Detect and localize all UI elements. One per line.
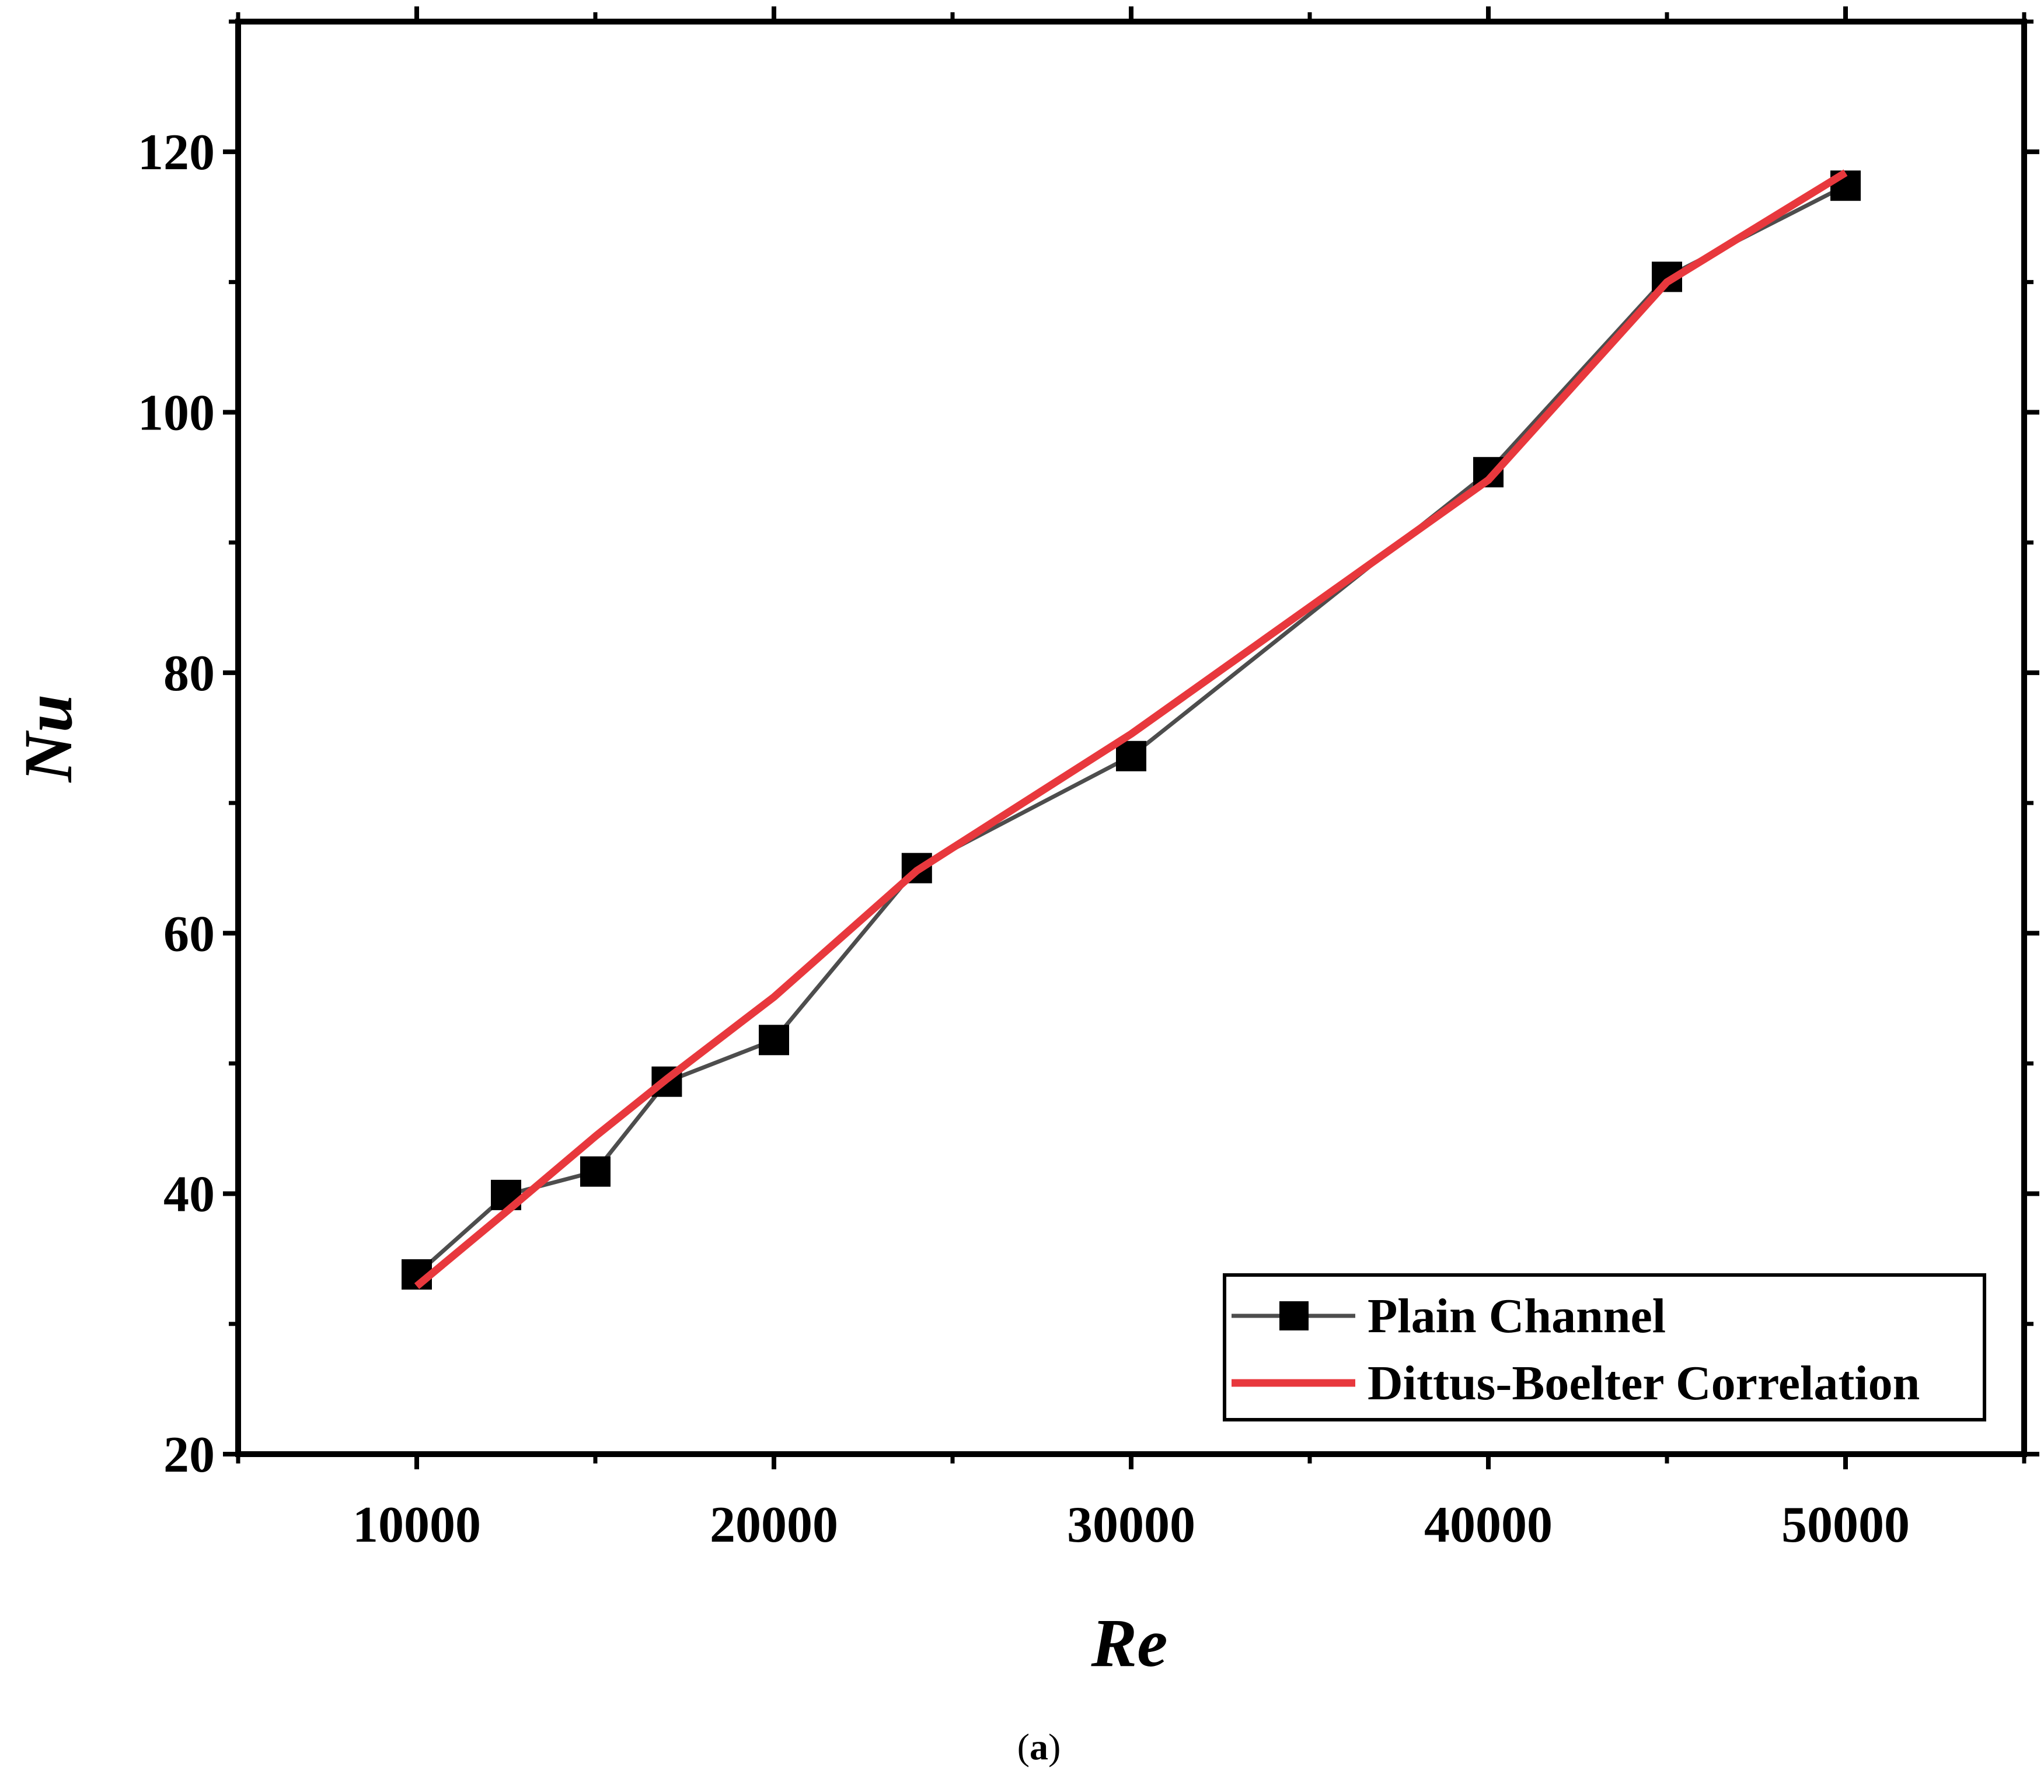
y-tick-label: 80	[163, 645, 215, 702]
series-line-plain-channel	[415, 184, 1847, 1276]
legend-marker-plain-channel	[1279, 1301, 1309, 1330]
y-tick-label: 60	[163, 906, 215, 962]
data-point-plain-channel	[1116, 740, 1146, 771]
legend: Plain Channel Dittus-Boelter Correlation	[1223, 1273, 1986, 1421]
x-tick-label: 50000	[1781, 1497, 1910, 1553]
x-tick-label: 10000	[353, 1497, 481, 1553]
legend-label-dittus-boelter: Dittus-Boelter Correlation	[1368, 1356, 1920, 1410]
figure-caption: (a)	[1017, 1726, 1061, 1767]
legend-box	[1223, 1273, 1986, 1421]
data-point-plain-channel	[759, 1025, 789, 1056]
x-tick-label: 40000	[1424, 1497, 1553, 1553]
caption-letter: a	[1030, 1726, 1048, 1767]
y-tick-label: 20	[163, 1427, 215, 1483]
y-tick-label: 100	[138, 385, 215, 442]
data-point-plain-channel	[580, 1156, 611, 1187]
axis-ticks: 10000 20000 30000 40000 50000 20 40 60 80 100 120	[138, 6, 2039, 1553]
y-axis-title: Nu	[10, 694, 86, 784]
caption-open-paren: (	[1017, 1726, 1030, 1767]
y-tick-label: 120	[138, 124, 215, 181]
series-layer	[402, 169, 1861, 1290]
y-tick-label: 40	[163, 1166, 215, 1223]
x-tick-label: 30000	[1067, 1497, 1195, 1553]
caption-close-paren: )	[1048, 1726, 1061, 1767]
legend-label-plain-channel: Plain Channel	[1368, 1289, 1666, 1343]
x-tick-label: 20000	[710, 1497, 838, 1553]
series-line-dittus-boelter	[414, 169, 1848, 1290]
x-axis-title: Re	[1090, 1605, 1167, 1681]
